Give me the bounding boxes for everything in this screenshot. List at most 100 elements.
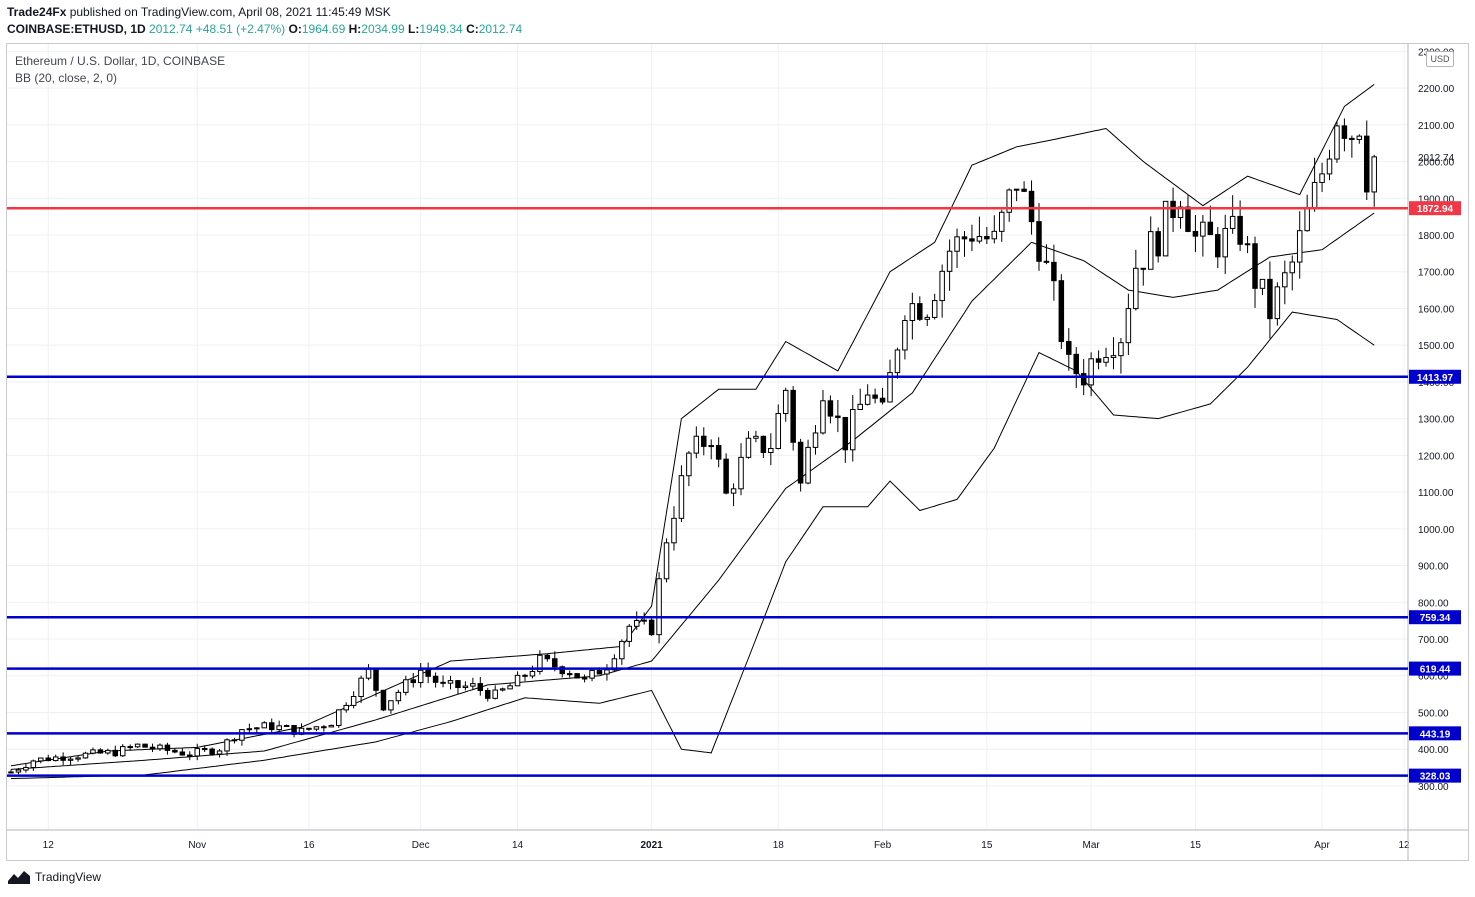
candle-up xyxy=(52,756,59,762)
candle-up xyxy=(604,669,610,675)
candle-up xyxy=(1274,286,1281,320)
candle-up xyxy=(537,654,543,672)
candle-down xyxy=(917,303,923,320)
candle-down xyxy=(1095,358,1102,363)
candle-down xyxy=(127,746,133,749)
y-tick-label: 1100.00 xyxy=(1418,488,1454,499)
candle-down xyxy=(842,416,849,451)
candle-up xyxy=(470,683,476,687)
candle-up xyxy=(75,757,81,760)
candle-down xyxy=(373,668,379,691)
level-badge xyxy=(1409,768,1461,783)
y-tick-label: 900.00 xyxy=(1418,562,1449,573)
bb-lower-line xyxy=(10,311,1375,780)
candle-down xyxy=(1036,221,1042,262)
y-tick-label: 600.00 xyxy=(1418,672,1449,683)
candle-up xyxy=(812,432,819,448)
tradingview-logo-icon xyxy=(8,870,30,884)
candle-down xyxy=(187,754,193,757)
candle-up xyxy=(663,542,670,580)
candle-down xyxy=(879,397,886,403)
y-tick-label: 700.00 xyxy=(1418,635,1449,646)
y-tick-label: 1500.00 xyxy=(1418,341,1455,352)
candle-up xyxy=(1200,221,1206,237)
candle-down xyxy=(1021,188,1027,192)
candle-down xyxy=(172,749,178,753)
indicator-label[interactable]: BB (20, close, 2, 0) xyxy=(15,71,118,85)
candle-up xyxy=(313,726,320,730)
candle-down xyxy=(410,679,417,684)
candle-down xyxy=(1349,137,1355,140)
candle-up xyxy=(738,456,744,490)
x-tick-label: 12 xyxy=(43,840,55,851)
chart-frame[interactable] xyxy=(6,43,1469,861)
candle-down xyxy=(201,748,208,751)
x-tick-label: 15 xyxy=(981,840,993,851)
candle-up xyxy=(492,689,498,699)
x-tick-label: Nov xyxy=(188,840,206,851)
candle-up xyxy=(239,729,245,741)
candle-up xyxy=(909,303,916,322)
candle-down xyxy=(1073,353,1079,375)
candle-up xyxy=(805,446,811,484)
candle-up xyxy=(656,578,662,636)
candle-up xyxy=(939,270,945,302)
candle-down xyxy=(1140,267,1147,270)
candle-up xyxy=(1244,243,1251,246)
low-label: L: xyxy=(408,22,420,36)
candle-down xyxy=(455,680,461,689)
candle-up xyxy=(246,728,253,731)
candle-up xyxy=(358,677,364,697)
candle-up xyxy=(462,685,469,689)
candle-up xyxy=(589,669,595,679)
publisher-name[interactable]: Trade24Fx xyxy=(7,5,67,19)
last-price: 2012.74 xyxy=(149,22,193,36)
candle-up xyxy=(514,674,521,687)
candle-down xyxy=(827,400,834,417)
candle-up xyxy=(857,403,863,411)
candle-up xyxy=(261,722,268,729)
y-tick-label: 1700.00 xyxy=(1418,268,1455,279)
candle-down xyxy=(1237,215,1243,245)
candle-up xyxy=(730,488,737,494)
candle-up xyxy=(633,620,640,627)
candle-up xyxy=(1296,230,1303,263)
candle-up xyxy=(976,236,983,242)
candle-up xyxy=(1326,158,1333,175)
candle-down xyxy=(8,771,14,774)
close-label: C: xyxy=(466,22,479,36)
candle-up xyxy=(1222,227,1228,258)
x-tick-label: Dec xyxy=(412,840,430,851)
level-label: 759.34 xyxy=(1420,613,1451,624)
candle-down xyxy=(321,726,327,729)
candle-up xyxy=(157,744,163,750)
candle-down xyxy=(477,683,484,692)
candle-down xyxy=(1267,278,1273,320)
currency-button[interactable]: USD xyxy=(1426,51,1454,67)
candle-up xyxy=(365,668,372,679)
y-tick-label: 800.00 xyxy=(1418,598,1449,609)
candle-up xyxy=(1147,231,1154,270)
candle-up xyxy=(1125,308,1132,344)
candle-up xyxy=(447,680,454,684)
bb-middle-line xyxy=(10,212,1375,770)
x-tick-label: 12 xyxy=(1398,840,1410,851)
candle-down xyxy=(97,749,104,754)
candle-down xyxy=(969,238,975,242)
candle-down xyxy=(209,748,215,755)
candle-up xyxy=(1334,125,1340,160)
candle-up xyxy=(1133,267,1139,310)
candle-up xyxy=(775,413,782,449)
candle-down xyxy=(149,746,156,750)
candle-up xyxy=(1371,156,1377,193)
candle-up xyxy=(902,320,908,351)
high-label: H: xyxy=(348,22,362,36)
candle-up xyxy=(678,475,685,519)
x-tick-label: 15 xyxy=(1190,840,1202,851)
candle-down xyxy=(790,389,796,443)
level-label: 328.03 xyxy=(1420,772,1451,783)
footer-brand[interactable]: TradingView xyxy=(8,870,101,884)
chart-legend: Ethereum / U.S. Dollar, 1D, COINBASE BB … xyxy=(15,53,225,87)
y-tick-label: 1300.00 xyxy=(1418,415,1455,426)
